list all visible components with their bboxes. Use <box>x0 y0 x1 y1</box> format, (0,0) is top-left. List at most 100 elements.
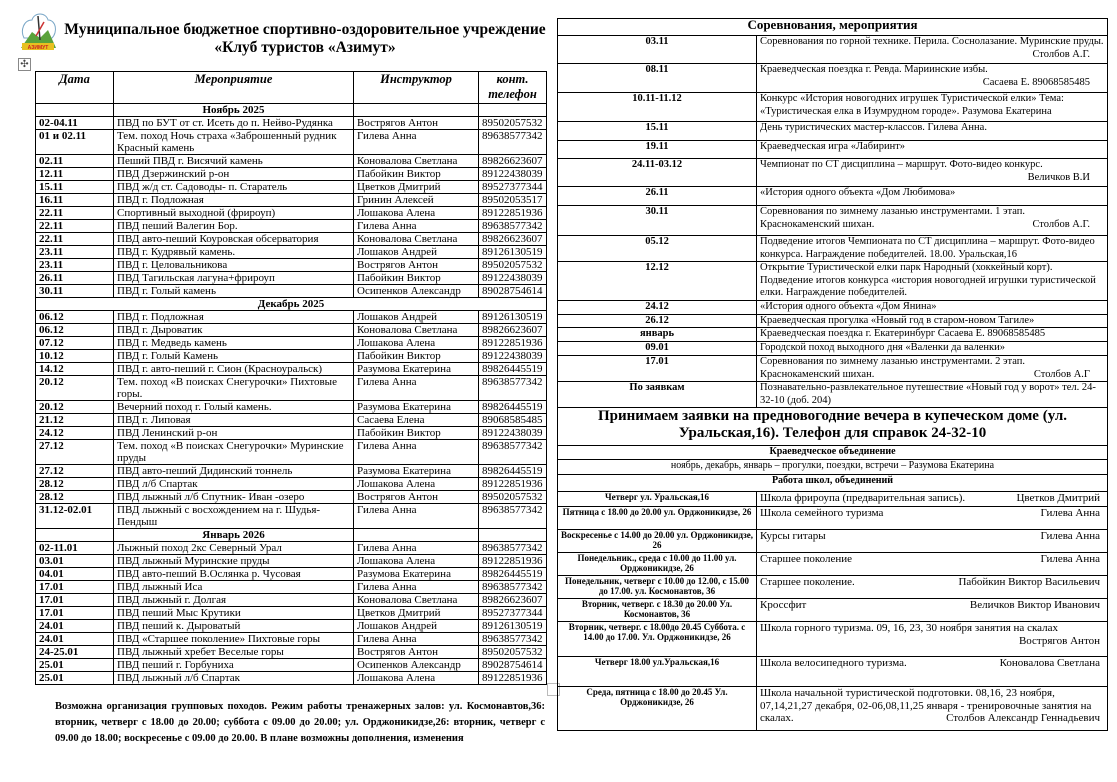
school-schedule: Четверг 18.00 ул.Уральская,16 <box>557 655 757 687</box>
date-cell: 22.11 <box>35 232 114 246</box>
instructor-cell: Лошакова Алена <box>353 477 479 491</box>
event-text: Подведение итогов Чемпионата по СТ дисци… <box>760 236 1095 260</box>
event-cell: ПВД лыжный л/б Спутник- Иван -озеро <box>113 490 354 504</box>
event-date: 26.11 <box>557 186 757 206</box>
date-cell: 17.01 <box>35 580 114 594</box>
event-date: 08.11 <box>557 63 757 93</box>
instructor-cell: Вострягов Антон <box>353 645 479 659</box>
table-row: 06.12 ПВД г. Дыроватик Коновалова Светлана… <box>35 323 547 337</box>
table-row: 25.01 ПВД пеший г. Горбуниха Осипенков Але… <box>35 658 547 672</box>
phone-cell: 89122438039 <box>478 426 547 440</box>
school-row: Четверг ул. Уральская,16﹏Школа фрироупа … <box>557 490 1108 507</box>
school-cell: Школа начальной туристической подготовки… <box>756 685 1108 731</box>
event-row: 26.11 «История одного объекта «Дом Любимо… <box>557 186 1108 206</box>
table-row: 20.12 Тем. поход «В поисках Снегурочки» П… <box>35 375 547 401</box>
table-row: 22.11 Спортивный выходной (фрироуп) Лошако… <box>35 206 547 220</box>
svg-text:АЗИМУТ: АЗИМУТ <box>28 45 49 51</box>
table-row: 04.01 ПВД авто-пеший В.Ослянка р. Чусовая… <box>35 567 547 581</box>
phone-cell: 89826445519 <box>478 464 547 478</box>
empty-cell <box>35 528 114 542</box>
instructor-cell: Гилева Анна <box>353 632 479 646</box>
school-instructor: Столбов Александр Геннадьевич <box>946 712 1100 725</box>
event-cell: ПВД г. Голый камень <box>113 284 354 298</box>
event-cell: ПВД Тагильская лагуна+фрироуп <box>113 271 354 285</box>
footer-note: Возможна организация групповых походов. … <box>55 701 545 744</box>
instructor-cell: Вострягов Антон <box>353 490 479 504</box>
event-row: 09.01 Городской поход выходного дня «Вале… <box>557 341 1108 356</box>
event-date: 19.11 <box>557 140 757 159</box>
empty-cell <box>35 103 114 117</box>
event-row: 05.12 Подведение итогов Чемпионата по СТ… <box>557 234 1108 263</box>
school-name: Школа велосипедного туризма. <box>760 656 907 669</box>
event-text: Краеведческая прогулка «Новый год в стар… <box>760 314 1035 326</box>
date-cell: 15.11 <box>35 180 114 194</box>
event-date: 03.11 <box>557 35 757 64</box>
event-cell: ПВД г. Дыроватик <box>113 323 354 337</box>
event-date: январь <box>557 327 757 343</box>
instructor-cell: Гилева Анна <box>353 375 479 401</box>
org-title: Муниципальное бюджетное спортивно-оздоро… <box>64 21 546 38</box>
school-cell: Старшее поколение. Пабойкин Виктор Василь… <box>756 574 1108 599</box>
school-name: Школа начальной туристической подготовки… <box>760 686 1092 725</box>
table-row: 12.11 ПВД Дзержинский р-он Пабойкин Виктор… <box>35 167 547 181</box>
phone-cell: 89638577342 <box>478 439 547 465</box>
school-instructor: Цветков Дмитрий <box>1016 491 1100 504</box>
table-row: 27.12 Тем. поход «В поисках Снегурочки» М… <box>35 439 547 465</box>
table-row: 02-11.01 Лыжный поход 2кс Северный Урал Ги… <box>35 541 547 555</box>
event-date: 26.12 <box>557 313 757 329</box>
event-cell: Тем. поход Ночь страха «Заброшенный рудн… <box>113 129 354 155</box>
table-row: 03.01 ПВД лыжный Муринские пруды Лошакова … <box>35 554 547 568</box>
phone-cell: 89527377344 <box>478 180 547 194</box>
events-table: Соревнования, мероприятия 03.11 Соревнован… <box>557 18 1108 731</box>
instructor-cell: Коновалова Светлана <box>353 323 479 337</box>
phone-cell: 89527377344 <box>478 606 547 620</box>
month-label: Январь 2026 <box>113 528 354 542</box>
phone-cell: 89638577342 <box>478 632 547 646</box>
phone-cell: 89122851936 <box>478 477 547 491</box>
phone-cell: 89126130519 <box>478 619 547 633</box>
event-date: 30.11 <box>557 205 757 236</box>
event-cell: ПВД лыжный хребет Веселые горы <box>113 645 354 659</box>
event-cell: ПВД авто-пеший В.Ослянка р. Чусовая <box>113 567 354 581</box>
event-cell: ПВД лыжный л/б Спартак <box>113 671 354 685</box>
event-cell: ПВД лыжный с восхождением на г. Шудья-Пе… <box>113 503 354 529</box>
event-text: Познавательно-развлекательное путешестви… <box>760 382 1096 406</box>
phone-cell: 89122851936 <box>478 554 547 568</box>
event-cell: ПВД лыжный Муринские пруды <box>113 554 354 568</box>
move-handle-icon[interactable]: ✣ <box>18 58 31 71</box>
date-cell: 06.12 <box>35 310 114 324</box>
events-header-row: Соревнования, мероприятия <box>557 18 1108 36</box>
table-row: 28.12 ПВД л/б Спартак Лошакова Алена 891228… <box>35 477 547 491</box>
month-row: Ноябрь 2025 <box>35 103 547 117</box>
school-cell: Кроссфит Величков Виктор Иванович <box>756 597 1108 622</box>
phone-cell: 89826623607 <box>478 593 547 607</box>
event-cell: Краеведческая поездка г. Ревда. Мариинск… <box>756 63 1108 93</box>
table-row: 21.12 ПВД г. Липовая Сасаева Елена 89068585… <box>35 413 547 427</box>
club-logo: АЗИМУТ <box>21 13 56 51</box>
schedule-table: Дата Мероприятие Инструктор конт. телефо… <box>35 71 547 685</box>
instructor-cell: Коновалова Светлана <box>353 154 479 168</box>
school-schedule: Понедельник, четверг с 10.00 до 12.00, с… <box>557 574 757 599</box>
event-row: По заявкам Познавательно-развлекательное … <box>557 381 1108 409</box>
event-cell: ПВД лыжный г. Долгая <box>113 593 354 607</box>
table-row: 16.11 ПВД г. Подложная Гринин Алексей 89502… <box>35 193 547 207</box>
school-schedule: Вторник, четверг. с 18.30 до 20.00 Ул. К… <box>557 597 757 622</box>
col-instructor: Инструктор <box>353 71 479 104</box>
school-cell: Школа горного туризма. 09, 16, 23, 30 но… <box>756 620 1108 657</box>
event-cell: Спортивный выходной (фрироуп) <box>113 206 354 220</box>
event-cell: ПВД г. Липовая <box>113 413 354 427</box>
school-schedule: Вторник, четверг. с 18.00до 20.45 Суббот… <box>557 620 757 657</box>
month-label: Декабрь 2025 <box>35 297 547 311</box>
event-text: «История одного объекта «Дом Любимова» <box>760 187 956 199</box>
date-cell: 07.12 <box>35 336 114 350</box>
event-cell: ПВД «Старшее поколение» Пихтовые горы <box>113 632 354 646</box>
date-cell: 23.11 <box>35 245 114 259</box>
event-cell: Краеведческая игра «Лабиринт» <box>756 140 1108 159</box>
table-row: 07.12 ПВД г. Медведь камень Лошакова Алена… <box>35 336 547 350</box>
date-cell: 02.11 <box>35 154 114 168</box>
event-responsible: Столбов А.Г <box>1033 368 1090 380</box>
date-cell: 17.01 <box>35 593 114 607</box>
table-row: 24-25.01 ПВД лыжный хребет Веселые горы Во… <box>35 645 547 659</box>
instructor-cell: Осипенков Александр <box>353 658 479 672</box>
instructor-cell: Лошакова Алена <box>353 554 479 568</box>
